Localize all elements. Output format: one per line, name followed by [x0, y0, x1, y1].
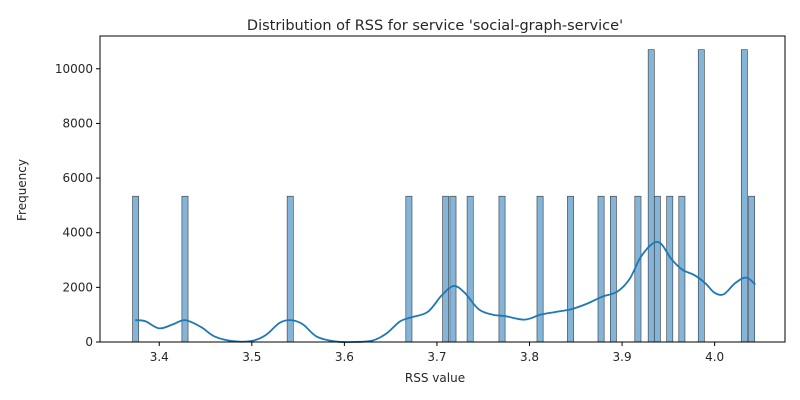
histogram-bar	[740, 49, 748, 343]
histogram-bar	[597, 195, 605, 343]
x-tick-label: 3.7	[427, 350, 446, 364]
y-tick-label: 0	[85, 335, 93, 349]
histogram-bar	[567, 195, 574, 343]
histogram-bar	[498, 195, 506, 343]
histogram-bar	[666, 195, 674, 343]
y-tick-label: 8000	[62, 116, 93, 130]
histogram-bar	[442, 195, 450, 343]
y-axis-ticks: 0 2000 4000 6000 8000 10000	[55, 62, 100, 349]
x-tick-label: 4.0	[705, 350, 724, 364]
histogram-bars	[132, 49, 755, 343]
histogram-bar	[466, 195, 474, 343]
x-tick-label: 3.6	[335, 350, 354, 364]
histogram-bar	[653, 195, 661, 343]
histogram-bar	[405, 195, 413, 343]
y-tick-label: 10000	[55, 62, 93, 76]
histogram-bar	[449, 195, 457, 343]
histogram-bar	[634, 195, 642, 343]
x-axis-label: RSS value	[405, 371, 465, 385]
histogram-bar	[536, 195, 544, 343]
y-tick-label: 6000	[62, 171, 93, 185]
x-axis-ticks: 3.4 3.5 3.6 3.7 3.8 3.9 4.0	[150, 342, 724, 364]
chart-title: Distribution of RSS for service 'social-…	[247, 18, 623, 34]
histogram-bar	[647, 49, 655, 343]
y-axis-label: Frequency	[15, 159, 29, 221]
x-tick-label: 3.9	[613, 350, 632, 364]
histogram-bar	[748, 195, 755, 343]
histogram-bar	[609, 195, 617, 343]
x-tick-label: 3.4	[150, 350, 169, 364]
y-tick-label: 4000	[62, 226, 93, 240]
x-tick-label: 3.8	[520, 350, 539, 364]
y-tick-label: 2000	[62, 280, 93, 294]
histogram-bar	[697, 49, 705, 343]
plot-frame	[99, 35, 786, 343]
x-tick-label: 3.5	[242, 350, 261, 364]
